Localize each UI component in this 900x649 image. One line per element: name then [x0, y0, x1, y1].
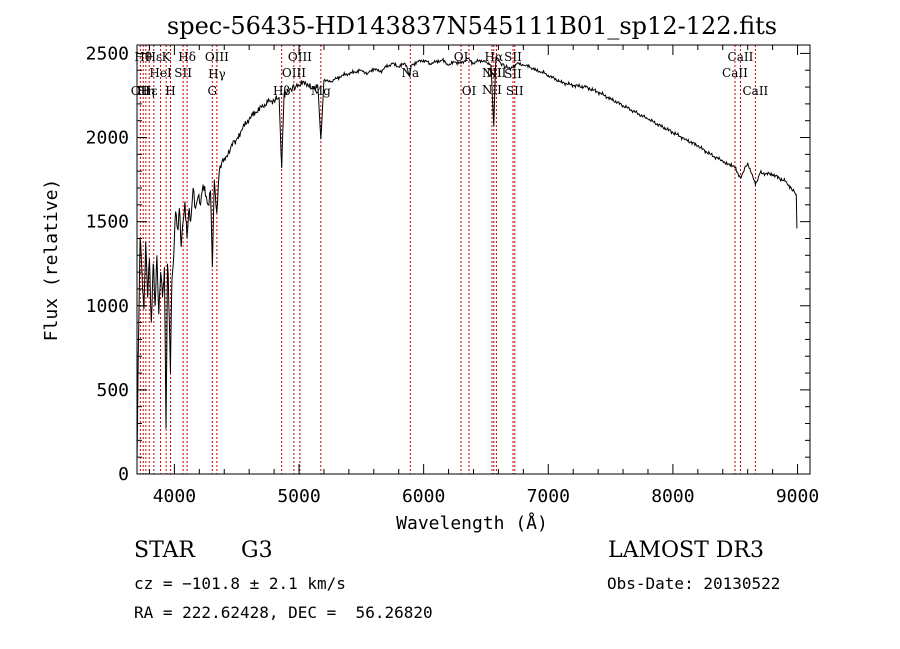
line-marker-label: Hγ [208, 67, 226, 81]
line-marker-label: OI [462, 84, 477, 98]
line-markers [139, 45, 756, 474]
coordinates: RA = 222.62428, DEC = 56.26820 [134, 603, 433, 622]
x-tick-label: 5000 [277, 486, 320, 507]
y-tick-label: 2000 [86, 128, 129, 149]
x-tick-label: 6000 [402, 486, 445, 507]
line-marker-label: K [162, 50, 172, 64]
line-marker-label: SII [174, 66, 192, 80]
y-tick-label: 1000 [86, 296, 129, 317]
y-tick-label: 2500 [86, 43, 129, 64]
y-axis-label: Flux (relative) [41, 179, 62, 342]
y-tick-label: 1500 [86, 212, 129, 233]
line-marker-label: SII [504, 67, 522, 81]
survey-name: LAMOST DR3 [608, 538, 764, 563]
spectrum-line [136, 56, 798, 461]
chart-title: spec-56435-HD143837N545111B01_sp12-122.f… [167, 12, 777, 40]
line-marker-label: Mg [311, 84, 331, 98]
y-tick-label: 0 [118, 464, 129, 485]
observation-date: Obs-Date: 20130522 [607, 574, 781, 593]
line-marker-label: Hδ [178, 50, 196, 64]
line-marker-label: Hε [141, 84, 158, 98]
x-tick-label: 9000 [776, 486, 819, 507]
object-class: STAR [134, 538, 195, 563]
x-tick-label: 7000 [527, 486, 570, 507]
line-marker-label: OIII [205, 50, 229, 64]
line-marker-label: CaII [742, 84, 768, 98]
line-marker-label: SII [506, 84, 524, 98]
x-tick-label: 8000 [651, 486, 694, 507]
line-marker-label: Hε [145, 50, 162, 64]
line-marker-labels: OIIHθHηHεHεHeIKHSIIHδGOIIIHγHβOIIIOIIIMg… [131, 50, 769, 98]
line-marker-label: OIII [282, 66, 306, 80]
line-marker-label: OIII [288, 50, 312, 64]
x-tick-label: 4000 [153, 486, 196, 507]
plot-frame [136, 44, 811, 475]
x-axis-label: Wavelength (Å) [396, 512, 548, 534]
line-marker-label: HeI [149, 66, 172, 80]
line-marker-label: NII [482, 66, 502, 80]
line-marker-label: H [165, 84, 175, 98]
axis-ticks: 4000 5000 6000 7000 8000 9000 0 500 1000 1500 2000… [86, 43, 820, 507]
line-marker-label: CaII [722, 66, 748, 80]
line-marker-label: SII [504, 50, 522, 64]
line-marker-label: G [207, 84, 217, 98]
line-marker-label: CaII [728, 50, 754, 64]
redshift-value: cz = −101.8 ± 2.1 km/s [134, 574, 346, 593]
y-tick-label: 500 [96, 380, 129, 401]
line-marker-label: OII [131, 84, 151, 98]
object-subclass: G3 [241, 538, 273, 563]
